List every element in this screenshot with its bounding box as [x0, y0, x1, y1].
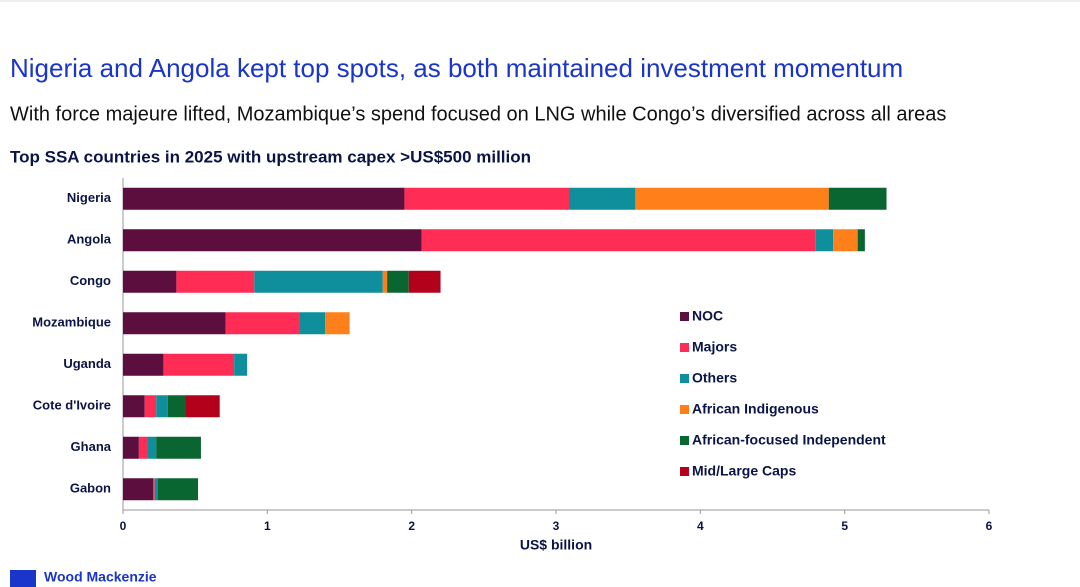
bar-segment: [185, 395, 220, 418]
bar-segment: [857, 229, 865, 252]
x-tick-label: 5: [841, 519, 848, 533]
y-tick-label: Gabon: [70, 481, 111, 496]
logo: Wood Mackenzie: [44, 569, 157, 585]
y-tick-label: Uganda: [63, 356, 111, 371]
legend-swatch: [680, 405, 689, 414]
legend-label: Others: [692, 370, 737, 386]
bar-segment: [156, 436, 201, 459]
bar-segment: [828, 187, 887, 210]
legend-swatch: [680, 467, 689, 476]
bar-segment: [815, 229, 834, 252]
x-axis-label: US$ billion: [520, 537, 592, 553]
x-tick-label: 0: [120, 519, 127, 533]
slide-title: Nigeria and Angola kept top spots, as bo…: [10, 53, 903, 83]
x-tick-label: 3: [553, 519, 560, 533]
bar-segment: [299, 312, 326, 335]
bar-segment: [254, 270, 383, 293]
bar-segment: [157, 478, 199, 501]
legend-swatch: [680, 374, 689, 383]
bar-segment: [382, 270, 388, 293]
x-tick-label: 4: [697, 519, 704, 533]
bar-segment: [833, 229, 858, 252]
bar-segment: [234, 353, 248, 376]
bar-segment: [123, 229, 422, 252]
bar-segment: [568, 187, 636, 210]
bar-segment: [123, 478, 154, 501]
bar-segment: [123, 270, 177, 293]
bar-segment: [421, 229, 816, 252]
bar-segment: [153, 478, 155, 501]
bar-segment: [156, 395, 168, 418]
bar-segment: [163, 353, 235, 376]
bar-segment: [138, 436, 148, 459]
bar-segment: [123, 395, 145, 418]
legend-swatch: [680, 312, 689, 321]
bar-segment: [147, 436, 157, 459]
bar-segment: [408, 270, 441, 293]
x-tick-label: 6: [986, 519, 993, 533]
y-tick-label: Cote d'Ivoire: [33, 398, 111, 413]
y-tick-label: Congo: [70, 273, 111, 288]
legend-label: African Indigenous: [692, 401, 819, 417]
legend-label: Mid/Large Caps: [692, 463, 796, 479]
bar-segment: [123, 353, 164, 376]
bar-segment: [225, 312, 300, 335]
legend-swatch: [680, 436, 689, 445]
x-tick-label: 2: [408, 519, 415, 533]
y-tick-label: Nigeria: [67, 190, 112, 205]
bar-segment: [123, 312, 226, 335]
slide-subtitle: With force majeure lifted, Mozambique’s …: [10, 103, 946, 125]
chart-title: Top SSA countries in 2025 with upstream …: [10, 147, 531, 166]
bar-segment: [167, 395, 186, 418]
legend-label: NOC: [692, 308, 723, 324]
y-tick-label: Mozambique: [32, 315, 111, 330]
bar-segment: [154, 478, 158, 501]
logo-mark: [10, 570, 36, 587]
bar-segment: [325, 312, 350, 335]
bar-segment: [123, 187, 405, 210]
legend-label: Majors: [692, 339, 737, 355]
bar-segment: [144, 395, 157, 418]
bar-segment: [123, 436, 139, 459]
bar-segment: [404, 187, 569, 210]
x-tick-label: 1: [264, 519, 271, 533]
bar-segment: [176, 270, 255, 293]
bar-segment: [635, 187, 829, 210]
legend-label: African-focused Independent: [692, 432, 886, 448]
bar-segment: [387, 270, 409, 293]
legend-swatch: [680, 343, 689, 352]
y-tick-label: Angola: [67, 232, 112, 247]
y-tick-label: Ghana: [71, 439, 112, 454]
